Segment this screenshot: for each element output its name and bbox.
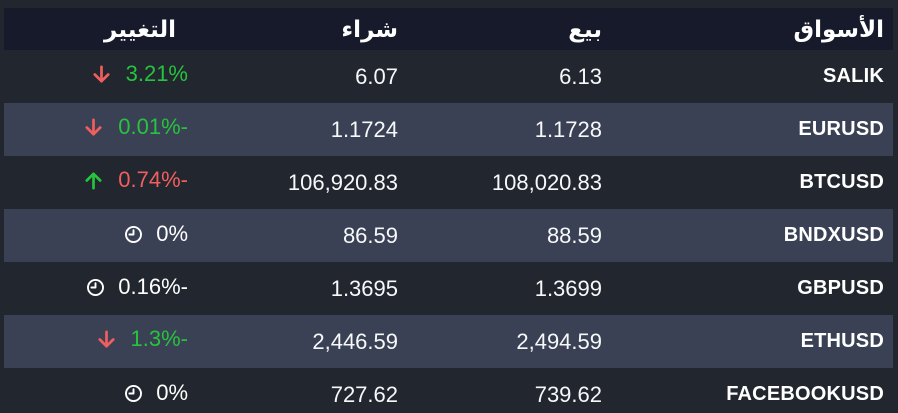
sell-value: 88.59 (546, 222, 602, 248)
buy-value: 2,446.59 (312, 328, 398, 354)
change-cell: 3.21% (4, 50, 250, 103)
buy-value: 86.59 (342, 222, 398, 248)
change-value: 0% (156, 221, 188, 247)
market-table: الأسواق بيع شراء التغيير SALIK 6.13 6.07… (4, 8, 893, 413)
table-row[interactable]: GBPUSD 1.3699 1.3695 0.16%- (4, 262, 893, 315)
sell-value: 1.3699 (534, 275, 602, 301)
market-name: ETHUSD (800, 330, 884, 352)
change-icon-slot (124, 384, 143, 403)
table-row[interactable]: BNDXUSD 88.59 86.59 0% (4, 209, 893, 262)
change-value: 0.16%- (118, 274, 188, 300)
arrow-down-icon (97, 330, 115, 348)
change-cell: 0.01%- (4, 103, 250, 156)
clock-icon (87, 278, 105, 296)
change-icon-slot (95, 328, 118, 351)
arrow-down-icon (85, 118, 102, 136)
column-header-markets: الأسواق (650, 8, 893, 50)
change-icon-slot (86, 278, 105, 297)
buy-value: 106,920.83 (287, 169, 398, 195)
sell-value: 739.62 (534, 381, 602, 407)
sell-value: 6.13 (559, 63, 602, 89)
change-value: 3.21% (125, 61, 188, 87)
change-value: 0.74%- (118, 167, 188, 193)
buy-value: 6.07 (355, 63, 398, 89)
change-value: 1.3%- (130, 326, 188, 352)
change-value: 0% (156, 380, 188, 406)
change-icon-slot (82, 169, 105, 192)
column-header-buy: شراء (250, 8, 450, 50)
change-icon-slot (90, 63, 113, 86)
market-table-header: الأسواق بيع شراء التغيير (4, 8, 893, 50)
clock-icon (125, 225, 143, 243)
change-value: 0.01%- (118, 114, 188, 140)
table-row[interactable]: ETHUSD 2,494.59 2,446.59 1.3%- (4, 315, 893, 368)
table-row[interactable]: FACEBOOKUSD 739.62 727.62 0% (4, 368, 893, 413)
arrow-up-icon (85, 172, 102, 190)
column-header-change: التغيير (4, 8, 250, 50)
change-icon-slot (124, 225, 143, 244)
market-name: EURUSD (798, 118, 884, 140)
market-name: GBPUSD (797, 277, 884, 299)
sell-value: 2,494.59 (516, 328, 602, 354)
market-name: FACEBOOKUSD (726, 383, 884, 405)
sell-value: 1.1728 (534, 116, 602, 142)
buy-value: 727.62 (330, 381, 398, 407)
change-cell: 1.3%- (4, 315, 250, 368)
change-cell: 0% (4, 368, 250, 413)
clock-icon (125, 384, 143, 402)
market-table-body: SALIK 6.13 6.07 3.21% EURUSD 1.1728 1.17… (4, 50, 893, 413)
market-name: BTCUSD (799, 171, 884, 193)
change-cell: 0.74%- (4, 156, 250, 209)
market-name: BNDXUSD (783, 224, 884, 246)
table-row[interactable]: EURUSD 1.1728 1.1724 0.01%- (4, 103, 893, 156)
change-cell: 0.16%- (4, 262, 250, 315)
buy-value: 1.3695 (330, 275, 398, 301)
market-name: SALIK (823, 65, 884, 87)
change-cell: 0% (4, 209, 250, 262)
arrow-down-icon (93, 65, 110, 83)
buy-value: 1.1724 (330, 116, 398, 142)
column-header-sell: بيع (450, 8, 650, 50)
sell-value: 108,020.83 (491, 169, 602, 195)
change-icon-slot (82, 116, 105, 139)
table-row[interactable]: BTCUSD 108,020.83 106,920.83 0.74%- (4, 156, 893, 209)
table-row[interactable]: SALIK 6.13 6.07 3.21% (4, 50, 893, 103)
